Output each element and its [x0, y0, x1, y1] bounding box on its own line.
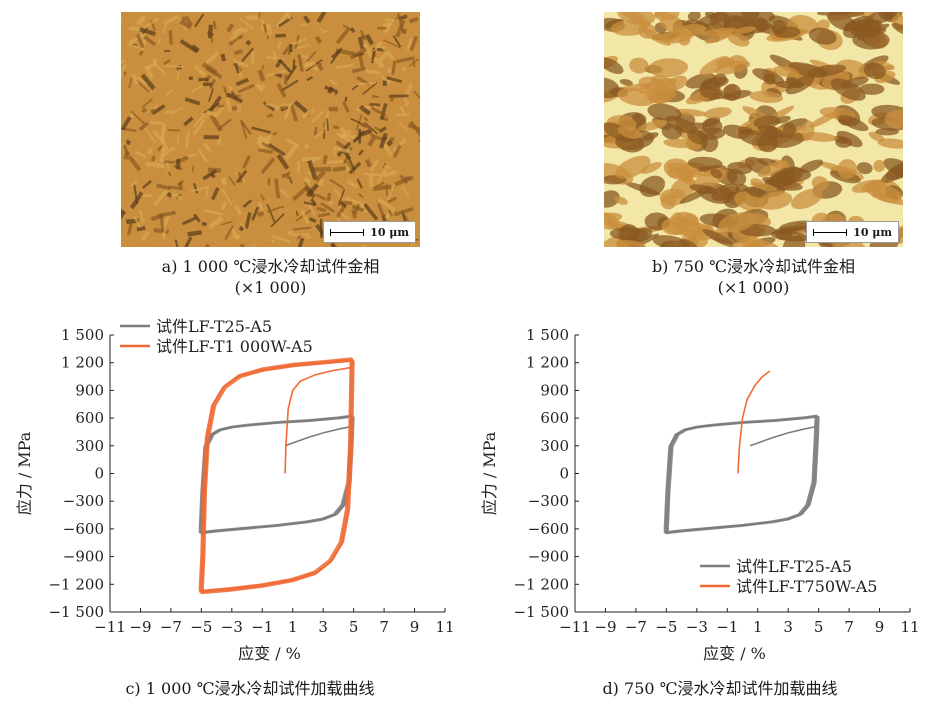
y-tick-label: 1 200	[61, 354, 104, 372]
x-tick-label: −5	[190, 618, 212, 636]
x-tick-label: −7	[160, 618, 182, 636]
x-tick-label: −5	[655, 618, 677, 636]
micrograph-a: 10 μm	[121, 12, 420, 247]
y-tick-label: −300	[528, 492, 569, 510]
x-tick-label: 9	[410, 618, 420, 636]
y-tick-label: 900	[75, 381, 104, 399]
x-tick-label: 11	[900, 618, 919, 636]
y-tick-label: −600	[528, 520, 569, 538]
caption-b-line2: (×1 000)	[717, 278, 790, 297]
y-tick-label: −1 200	[513, 575, 569, 593]
y-tick-label: −300	[63, 492, 104, 510]
series-initial-line	[749, 425, 818, 447]
y-tick-label: 900	[540, 381, 569, 399]
y-tick-label: 0	[559, 465, 569, 483]
x-tick-label: 5	[814, 618, 824, 636]
caption-d: d) 750 ℃浸水冷却试件加载曲线	[602, 679, 838, 698]
x-tick-label: −9	[594, 618, 616, 636]
chart-d: 1 500 1 200 900 600 300 0 −300 −600 −900 −1 200 −1…	[480, 326, 920, 663]
legend-label: 试件LF-T750W-A5	[736, 577, 877, 596]
series-loop-line	[663, 415, 817, 533]
y-tick-label: −600	[63, 520, 104, 538]
x-tick-label: −9	[129, 618, 151, 636]
caption-b: b) 750 ℃浸水冷却试件金相 (×1 000)	[604, 256, 903, 298]
caption-a-line1: a) 1 000 ℃浸水冷却试件金相	[161, 257, 380, 276]
x-tick-label: 5	[349, 618, 359, 636]
x-tick-label: −3	[686, 618, 708, 636]
y-tick-label: −900	[528, 548, 569, 566]
caption-a-line2: (×1 000)	[234, 278, 307, 297]
caption-c: c) 1 000 ℃浸水冷却试件加载曲线	[125, 679, 375, 698]
y-tick-label: −1 500	[48, 603, 104, 621]
x-tick-label: −11	[94, 618, 126, 636]
x-axis-label: 应变 / %	[703, 644, 766, 663]
micrograph-a-texture	[121, 12, 420, 247]
x-tick-label: 3	[318, 618, 328, 636]
legend-label: 试件LF-T25-A5	[156, 317, 272, 336]
chart-c: 1 500 1 200 900 600 300 0 −300 −600 −900 −1 200 −1…	[15, 317, 455, 663]
legend-label: 试件LF-T1 000W-A5	[156, 337, 313, 356]
y-tick-label: 1 500	[526, 326, 569, 344]
x-tick-label: −1	[251, 618, 273, 636]
y-tick-label: −1 500	[513, 603, 569, 621]
x-axis-label: 应变 / %	[238, 644, 301, 663]
y-tick-label: 300	[540, 437, 569, 455]
micrograph-b-texture	[604, 12, 903, 247]
x-tick-label: 7	[844, 618, 854, 636]
scale-bar-a: 10 μm	[323, 221, 416, 243]
y-tick-label: 0	[94, 465, 104, 483]
x-tick-label: 7	[379, 618, 389, 636]
x-tick-label: 1	[753, 618, 763, 636]
y-tick-label: 600	[75, 409, 104, 427]
y-axis-label: 应力 / MPa	[15, 431, 34, 515]
series-initial-line	[284, 425, 353, 447]
x-tick-label: 9	[875, 618, 885, 636]
scale-bar-line	[813, 228, 848, 236]
x-tick-label: −3	[221, 618, 243, 636]
x-tick-label: 1	[288, 618, 298, 636]
x-tick-label: −7	[625, 618, 647, 636]
scale-bar-label: 10 μm	[853, 225, 892, 239]
y-tick-label: 300	[75, 437, 104, 455]
series-initial-line	[284, 366, 353, 474]
scale-bar-line	[330, 228, 365, 236]
series-loop-line	[198, 415, 352, 533]
y-tick-label: 1 500	[61, 326, 104, 344]
legend-label: 试件LF-T25-A5	[736, 557, 852, 576]
series-loop-line	[202, 360, 355, 592]
x-tick-label: −11	[559, 618, 591, 636]
y-axis-label: 应力 / MPa	[480, 431, 499, 515]
y-tick-label: −900	[63, 548, 104, 566]
caption-b-line1: b) 750 ℃浸水冷却试件金相	[651, 257, 856, 276]
x-tick-label: 3	[783, 618, 793, 636]
scale-bar-label: 10 μm	[370, 225, 409, 239]
series-initial-line	[737, 370, 771, 474]
y-tick-label: −1 200	[48, 575, 104, 593]
y-tick-label: 1 200	[526, 354, 569, 372]
micrograph-b: 10 μm	[604, 12, 903, 247]
caption-a: a) 1 000 ℃浸水冷却试件金相 (×1 000)	[121, 256, 420, 298]
series-loop-line	[667, 415, 820, 534]
scale-bar-b: 10 μm	[806, 221, 899, 243]
y-tick-label: 600	[540, 409, 569, 427]
x-tick-label: 11	[435, 618, 454, 636]
x-tick-label: −1	[716, 618, 738, 636]
